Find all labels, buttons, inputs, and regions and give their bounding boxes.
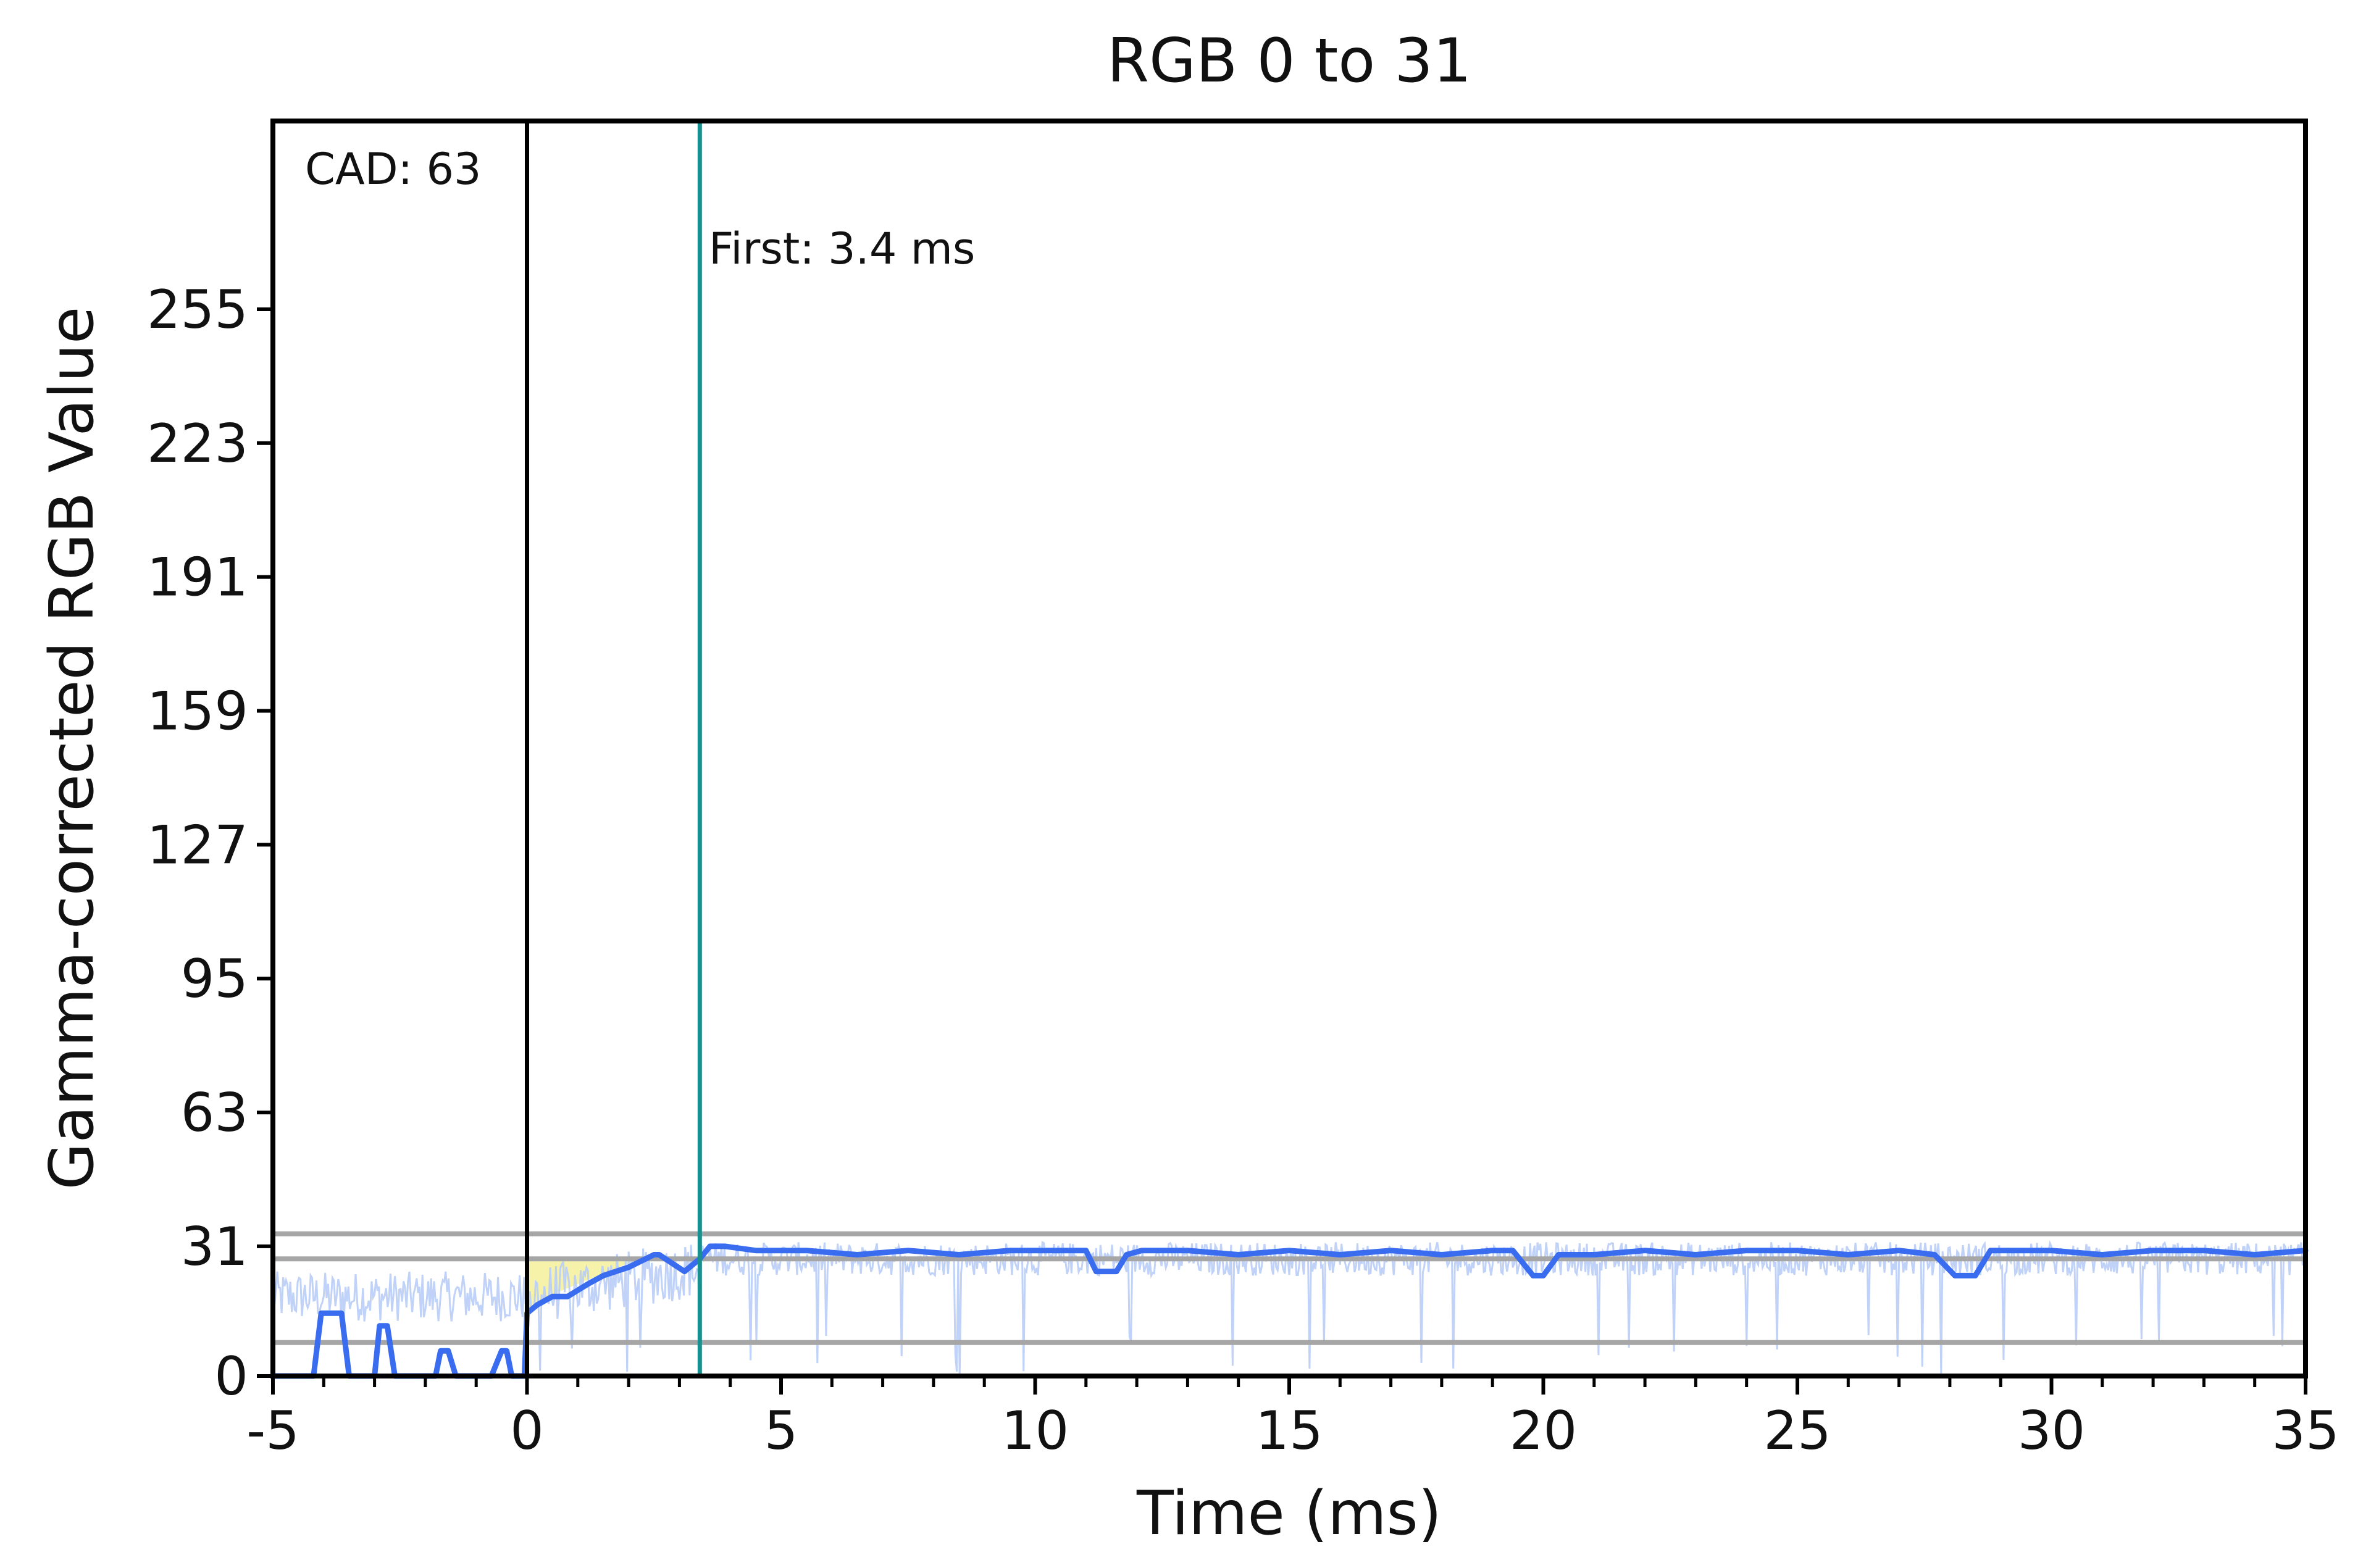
first-response-annotation: First: 3.4 ms <box>709 223 975 274</box>
chart-title: RGB 0 to 31 <box>1107 26 1471 96</box>
y-tick-label: 223 <box>147 413 248 475</box>
y-tick-label: 95 <box>181 948 248 1010</box>
x-tick-label: 0 <box>510 1400 544 1462</box>
x-tick-label: -5 <box>246 1400 299 1462</box>
y-tick-label: 255 <box>147 279 248 341</box>
y-tick-label: 63 <box>181 1082 248 1144</box>
x-tick-label: 10 <box>1002 1400 1069 1462</box>
y-tick-label: 127 <box>147 814 248 876</box>
y-tick-label: 31 <box>181 1216 248 1278</box>
y-tick-label: 159 <box>147 681 248 743</box>
y-axis: 0 31 63 95 127 159 191 223 255 <box>147 279 273 1407</box>
raw-sample-trace <box>272 1240 2307 1376</box>
x-tick-label: 5 <box>764 1400 798 1462</box>
x-tick-label: 25 <box>1763 1400 1831 1462</box>
x-tick-label: 20 <box>1510 1400 1577 1462</box>
cad-annotation: CAD: 63 <box>305 144 482 194</box>
plot-area <box>270 121 2309 1379</box>
y-axis-label: Gamma-corrected RGB Value <box>37 307 107 1190</box>
y-tick-label: 0 <box>214 1346 248 1407</box>
x-tick-label: 15 <box>1255 1400 1323 1462</box>
x-axis: -5 0 5 10 15 20 25 30 35 <box>246 1376 2340 1462</box>
x-axis-label: Time (ms) <box>1136 1478 1442 1549</box>
y-tick-label: 191 <box>147 547 248 609</box>
series-line-1 <box>270 1243 2309 1379</box>
x-tick-label: 35 <box>2272 1400 2339 1462</box>
x-tick-label: 30 <box>2018 1400 2085 1462</box>
